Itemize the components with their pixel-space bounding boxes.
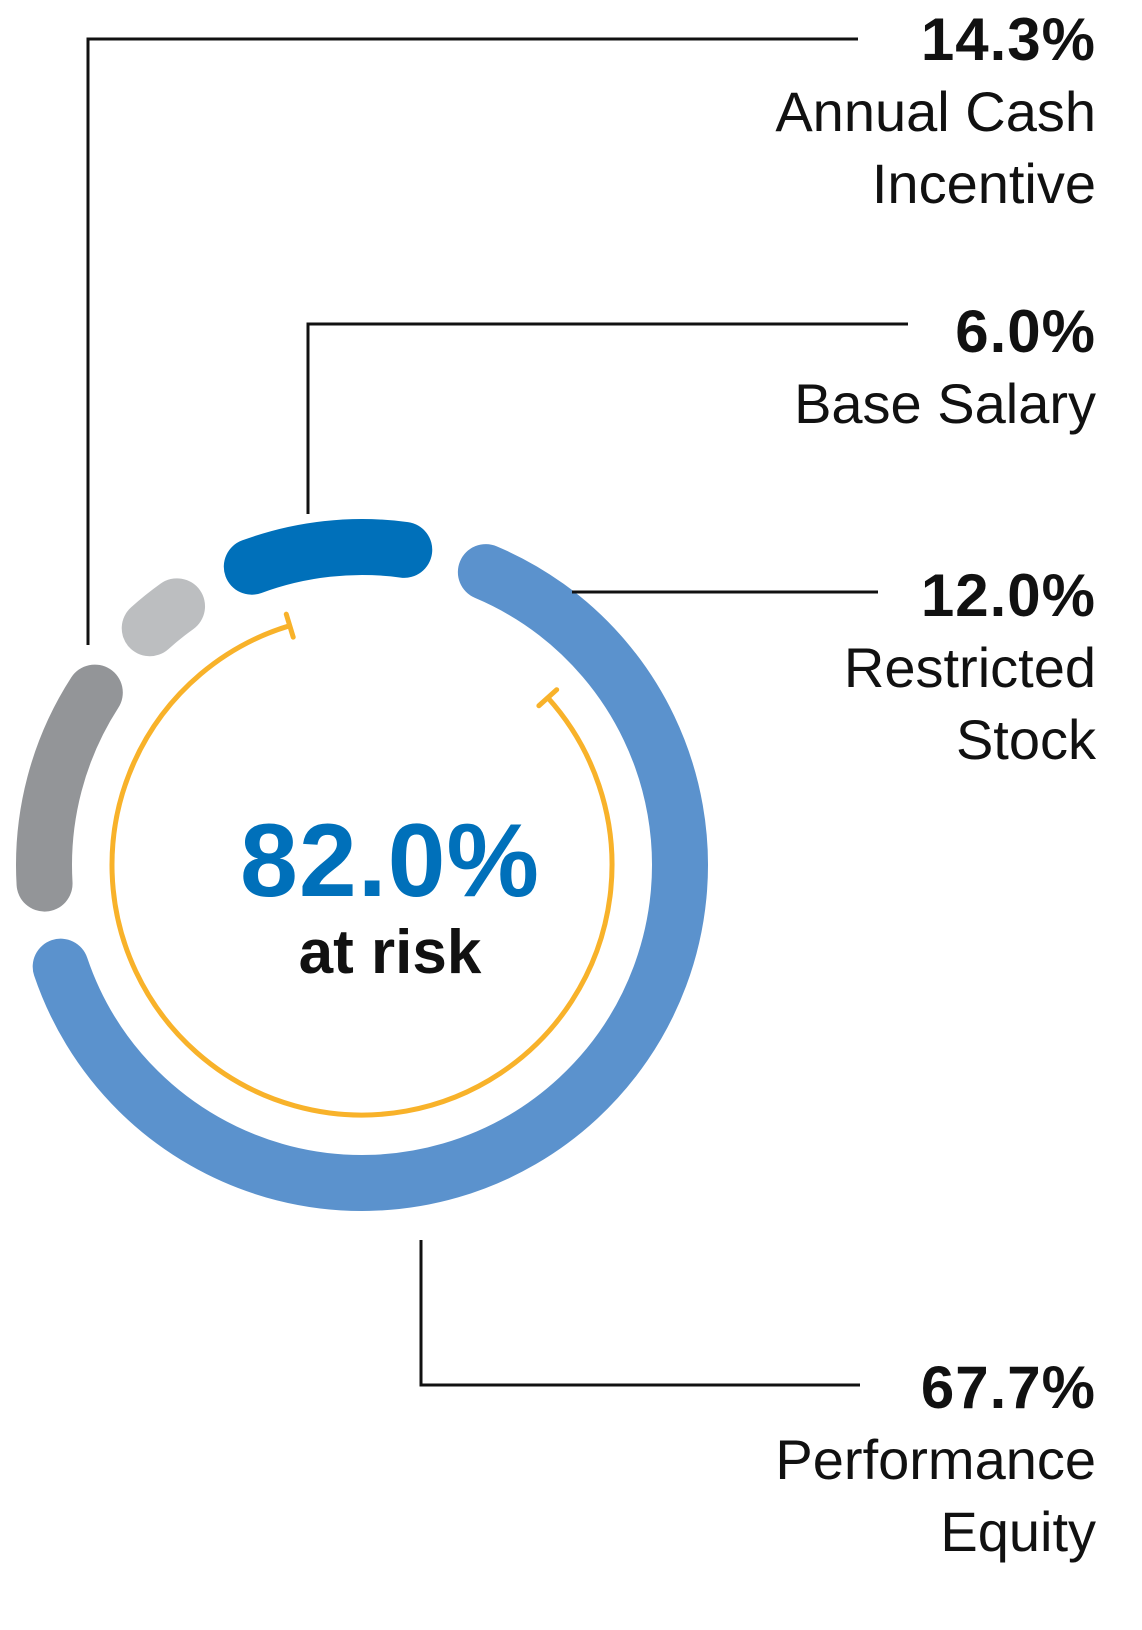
at-risk-arc-start-tick [536,687,560,709]
label-performance-equity: 67.7% Performance Equity [775,1352,1096,1568]
restricted-stock-value: 12.0% [920,562,1096,629]
base-salary-value: 6.0% [955,298,1096,365]
at-risk-indicator-arc [109,623,615,1118]
performance-equity-value: 67.7% [920,1354,1096,1421]
donut-segment-restricted-stock [223,519,433,595]
base-salary-name: Base Salary [794,372,1096,435]
at-risk-arc-end-tick [283,611,296,640]
annual-cash-name: Annual Cash Incentive [775,80,1096,215]
annual-cash-value: 14.3% [920,6,1096,73]
leader-line-performance-equity [419,1240,860,1387]
performance-equity-name: Performance Equity [775,1428,1096,1563]
donut-segment-performance-equity [32,544,708,1211]
leader-line-annual-cash [86,37,858,645]
leader-line-base-salary [306,322,908,514]
at-risk-caption: at risk [298,918,482,987]
donut-segment-base-salary [121,578,206,657]
restricted-stock-name: Restricted Stock [843,636,1096,771]
label-base-salary: 6.0% Base Salary [794,296,1096,440]
label-annual-cash-incentive: 14.3% Annual Cash Incentive [775,4,1096,220]
label-restricted-stock: 12.0% Restricted Stock [844,560,1096,776]
center-total: 82.0% at risk [190,806,590,990]
donut-segment-annual-cash [16,664,123,912]
at-risk-total-value: 82.0% [240,803,540,919]
